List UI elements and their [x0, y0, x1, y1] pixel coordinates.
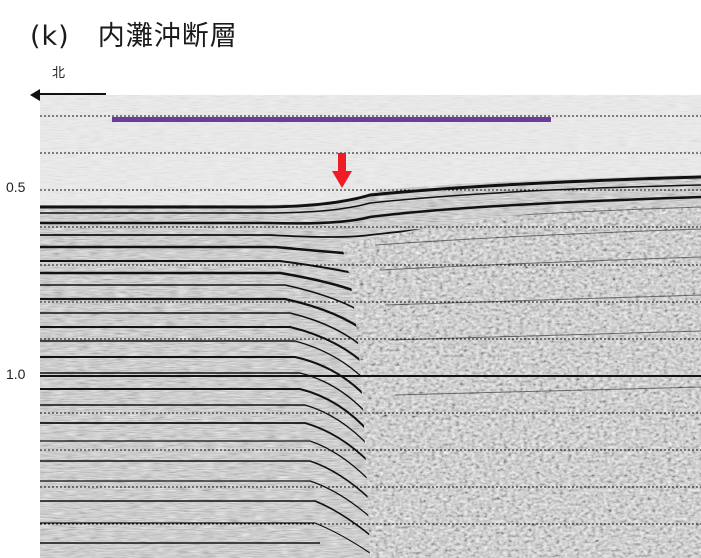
y-tick-label-1-0: 1.0: [6, 366, 26, 382]
reflectors: [40, 175, 701, 554]
figure-title: (k) 内灘沖断層: [30, 21, 238, 52]
seismic-section: [40, 95, 701, 558]
reflector-zone: [40, 175, 701, 558]
y-tick-label-0-5: 0.5: [6, 179, 26, 195]
north-label: 北: [52, 66, 66, 81]
red-down-arrow-icon: [332, 153, 352, 188]
purple-bar: [112, 117, 551, 122]
